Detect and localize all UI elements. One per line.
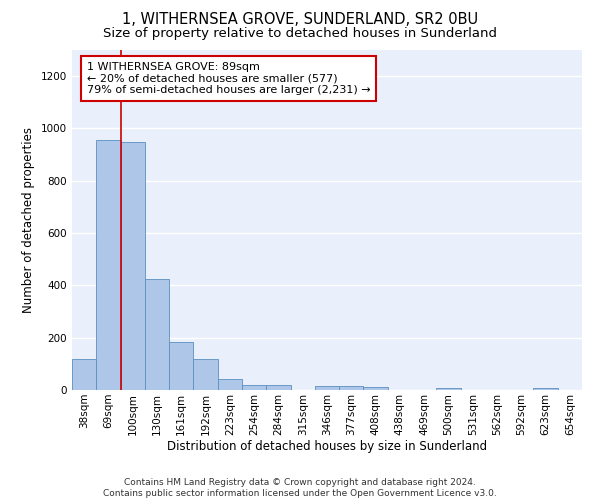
Bar — [315, 386, 339, 390]
Bar — [218, 379, 242, 390]
Text: Contains HM Land Registry data © Crown copyright and database right 2024.
Contai: Contains HM Land Registry data © Crown c… — [103, 478, 497, 498]
Bar — [169, 342, 193, 390]
Bar — [145, 279, 169, 390]
Bar — [121, 142, 145, 390]
Bar — [96, 140, 121, 390]
Text: Size of property relative to detached houses in Sunderland: Size of property relative to detached ho… — [103, 28, 497, 40]
Bar — [266, 385, 290, 390]
Bar — [242, 385, 266, 390]
Text: 1, WITHERNSEA GROVE, SUNDERLAND, SR2 0BU: 1, WITHERNSEA GROVE, SUNDERLAND, SR2 0BU — [122, 12, 478, 28]
Bar — [339, 386, 364, 390]
Y-axis label: Number of detached properties: Number of detached properties — [22, 127, 35, 313]
Bar — [533, 388, 558, 390]
Text: 1 WITHERNSEA GROVE: 89sqm
← 20% of detached houses are smaller (577)
79% of semi: 1 WITHERNSEA GROVE: 89sqm ← 20% of detac… — [86, 62, 370, 95]
X-axis label: Distribution of detached houses by size in Sunderland: Distribution of detached houses by size … — [167, 440, 487, 454]
Bar — [436, 388, 461, 390]
Bar — [72, 358, 96, 390]
Bar — [193, 358, 218, 390]
Bar — [364, 388, 388, 390]
